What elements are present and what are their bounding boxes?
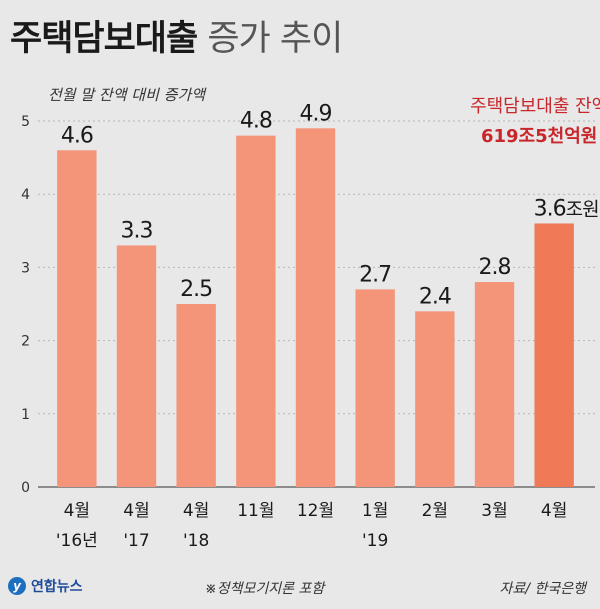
x-tick-label: 1월	[362, 501, 388, 521]
chart-title: 주택담보대출 증가 추이	[10, 10, 343, 61]
annotation-label: 주택담보대출 잔액	[470, 96, 600, 117]
x-tick-label: '17	[123, 531, 149, 551]
bar	[355, 289, 395, 487]
value-label: 4.8	[240, 109, 272, 134]
x-tick-label: 4월	[183, 501, 209, 521]
source-note: 자료/ 한국은행	[499, 581, 586, 597]
x-tick-label: 3월	[481, 501, 507, 521]
value-label: 2.8	[479, 255, 511, 280]
logo-text: 연합뉴스	[31, 579, 83, 595]
bar	[295, 128, 336, 487]
y-tick-label: 0	[21, 480, 30, 496]
x-tick-label: 4월	[123, 501, 149, 521]
bar	[57, 150, 97, 487]
bar	[534, 223, 574, 488]
yonhap-logo-icon: y	[8, 577, 26, 595]
y-tick-label: 3	[21, 260, 30, 276]
footnote: ※정책모기지론 포함	[205, 581, 325, 597]
value-label: 3.3	[121, 218, 153, 243]
x-tick-label: '19	[362, 531, 388, 551]
value-label: 4.9	[300, 101, 332, 126]
value-label: 2.5	[180, 277, 212, 302]
y-tick-label: 2	[21, 334, 30, 350]
y-tick-label: 5	[21, 114, 30, 130]
y-tick-label: 1	[21, 407, 30, 423]
y-tick-label: 4	[21, 187, 30, 203]
bar	[415, 311, 455, 487]
value-label: 4.6	[61, 123, 93, 148]
bar	[116, 245, 157, 487]
value-label: 2.4	[419, 284, 451, 309]
value-label: 2.7	[359, 262, 391, 287]
x-tick-label: 2월	[422, 501, 448, 521]
title-sub: 증가 추이	[207, 19, 343, 59]
value-unit: 조원	[566, 198, 599, 220]
x-tick-label: 4월	[64, 501, 90, 521]
bar	[236, 135, 276, 487]
title-main: 주택담보대출	[10, 19, 198, 59]
value-label: 3.6조원	[534, 196, 599, 221]
x-tick-label: '16년	[56, 531, 98, 551]
bar	[474, 282, 515, 487]
x-tick-label: '18	[183, 531, 209, 551]
x-tick-label: 4월	[541, 501, 567, 521]
x-tick-label: 11월	[237, 501, 274, 521]
annotation-value: 619조5천억원	[481, 126, 597, 147]
bar	[176, 304, 216, 487]
yonhap-logo: y 연합뉴스	[8, 576, 83, 596]
y-axis-label: 전월 말 잔액 대비 증가액	[48, 86, 207, 104]
x-tick-label: 12월	[297, 501, 334, 521]
